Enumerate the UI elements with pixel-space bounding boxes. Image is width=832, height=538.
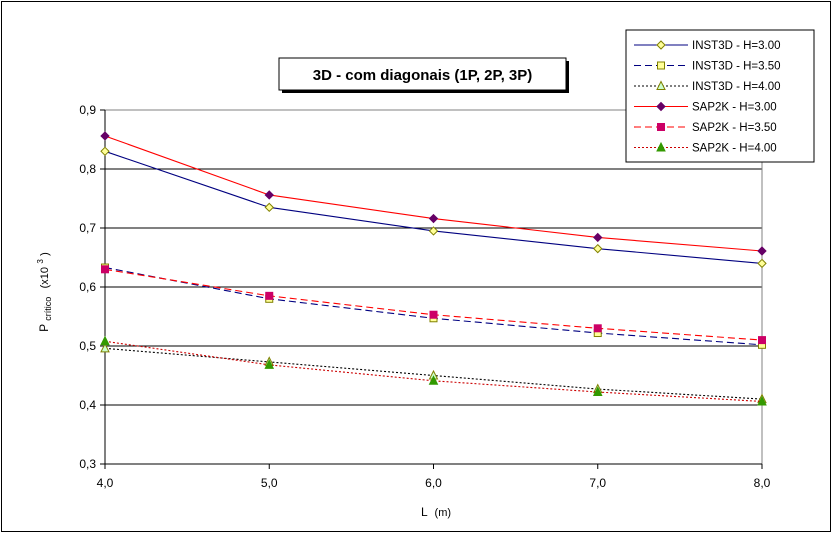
x-tick-label: 7,0 (589, 476, 606, 490)
y-tick-label: 0,3 (79, 457, 96, 471)
legend-swatch-marker (657, 61, 665, 70)
data-point (264, 202, 274, 213)
legend-layer: INST3D - H=3.00 INST3D - H=3.50 INST3D - H… (634, 40, 781, 155)
data-point (593, 243, 603, 254)
data-point (592, 386, 603, 397)
data-point (264, 190, 274, 200)
x-axis-label-unit: (m) (435, 507, 452, 519)
data-point (100, 131, 110, 141)
legend-item: INST3D - H=3.00 (634, 40, 781, 52)
y-tick-label: 0,5 (79, 339, 96, 353)
data-point (101, 265, 109, 274)
data-point (757, 258, 767, 269)
legend-label: INST3D - H=3.00 (692, 40, 781, 52)
x-axis-label-main: L (421, 505, 428, 519)
chart-title-shadow-bottom (282, 90, 569, 93)
x-tick-label: 5,0 (261, 476, 278, 490)
x-tick-label: 6,0 (425, 476, 442, 490)
y-axis-label-exp: 3 (36, 259, 45, 264)
data-point (757, 246, 767, 256)
data-point (757, 395, 767, 406)
y-axis-label: P crítico (x10 3 ) (32, 252, 54, 332)
data-point (100, 146, 110, 157)
data-point (100, 342, 110, 353)
legend-item: SAP2K - H=4.00 (634, 141, 777, 155)
data-point (100, 335, 110, 346)
series-6 (100, 335, 767, 406)
legend-swatch-marker (657, 123, 665, 131)
data-point (429, 310, 438, 319)
legend-swatch-marker (656, 141, 666, 152)
y-axis-label-close: ) (39, 252, 51, 256)
data-point (428, 226, 439, 236)
legend-swatch-marker (656, 101, 666, 112)
y-tick-label: 0,9 (79, 103, 96, 117)
series-layer (100, 131, 767, 406)
data-point (593, 232, 603, 243)
data-point (593, 324, 602, 333)
y-tick-label: 0,4 (79, 398, 96, 412)
legend-item: INST3D - H=4.00 (634, 80, 781, 93)
data-point (428, 375, 439, 385)
x-tick-label: 8,0 (754, 476, 771, 490)
legend-label: SAP2K - H=4.00 (692, 143, 777, 155)
legend-label: SAP2K - H=3.50 (692, 122, 777, 134)
legend-item: SAP2K - H=3.00 (634, 102, 777, 114)
data-point (265, 291, 274, 300)
data-point (758, 336, 766, 345)
y-axis-label-main: P (37, 324, 51, 332)
legend-label: INST3D - H=4.00 (692, 81, 781, 93)
legend-swatch-marker (656, 80, 666, 90)
legend-box (625, 29, 815, 163)
x-axis-label: L (m) (421, 505, 451, 519)
chart-title: 3D - com diagonais (1P, 2P, 3P) (313, 67, 533, 84)
legend-item: SAP2K - H=3.50 (634, 122, 777, 134)
y-tick-label: 0,6 (79, 280, 96, 294)
data-point (264, 359, 275, 369)
y-axis-label-sub: crítico (43, 297, 53, 321)
legend-item: INST3D - H=3.50 (634, 61, 781, 73)
y-tick-label: 0,7 (79, 221, 96, 235)
series-5 (101, 265, 766, 345)
legend-swatch-marker (656, 40, 666, 50)
y-tick-label: 0,8 (79, 162, 96, 176)
legend-label: INST3D - H=3.50 (692, 61, 781, 73)
data-point (428, 213, 439, 224)
legend-label: SAP2K - H=3.00 (692, 102, 777, 114)
x-tick-label: 4,0 (97, 476, 114, 490)
y-axis-label-unit: (x10 (39, 267, 51, 288)
series-1 (100, 146, 767, 269)
chart-title-shadow (566, 61, 569, 93)
series-4 (100, 131, 767, 256)
axis-layer: 0,3 0,4 0,5 0,6 0,7 0,8 0,9 4,0 5,0 6,0 7,0 8,0 (79, 103, 770, 490)
